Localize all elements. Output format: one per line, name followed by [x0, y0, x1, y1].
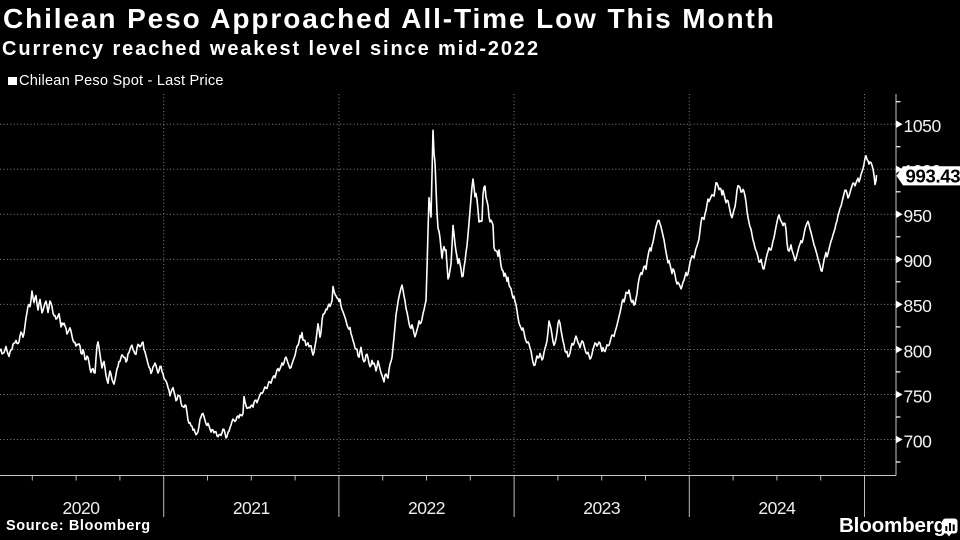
svg-text:2021: 2021 — [233, 498, 270, 518]
svg-text:1050: 1050 — [904, 116, 942, 136]
svg-text:900: 900 — [904, 251, 933, 271]
svg-text:700: 700 — [904, 431, 933, 451]
svg-text:850: 850 — [904, 296, 933, 316]
svg-text:2024: 2024 — [758, 498, 796, 518]
svg-text:2022: 2022 — [408, 498, 445, 518]
svg-text:950: 950 — [904, 206, 933, 226]
svg-text:993.43: 993.43 — [906, 166, 960, 187]
svg-text:2020: 2020 — [63, 498, 101, 518]
svg-text:750: 750 — [904, 386, 933, 406]
svg-text:800: 800 — [904, 341, 933, 361]
svg-text:2023: 2023 — [583, 498, 620, 518]
